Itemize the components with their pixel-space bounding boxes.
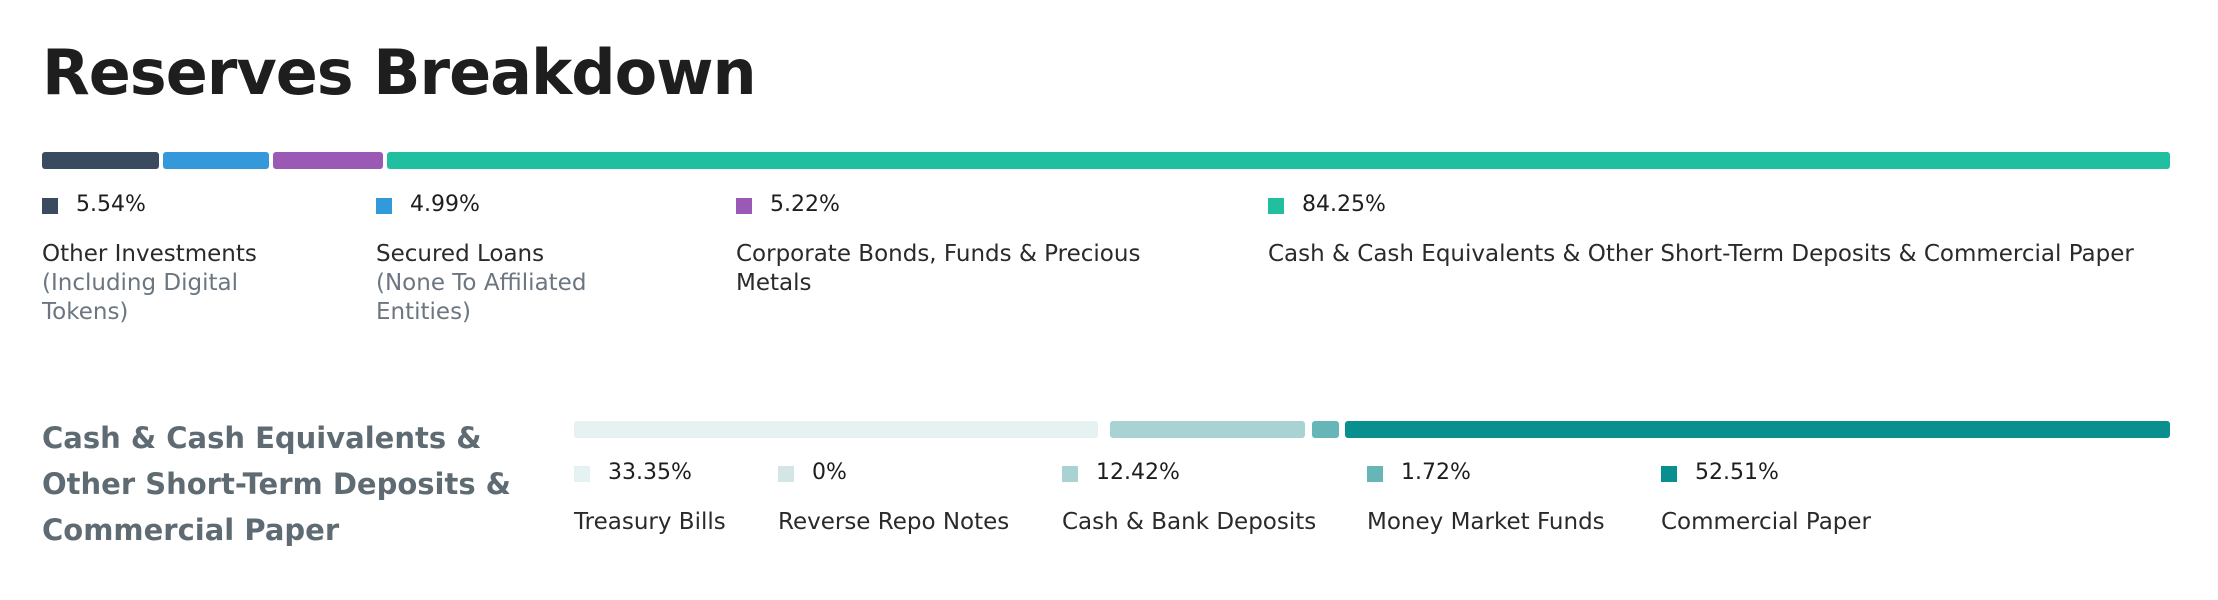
legend-label-text: Corporate Bonds, Funds & Precious Metals	[736, 241, 1141, 296]
page-title: Reserves Breakdown	[42, 36, 757, 109]
legend-label-text: Reverse Repo Notes	[778, 509, 1010, 535]
legend-label-text: Commercial Paper	[1661, 509, 1872, 535]
legend-label: Treasury Bills	[574, 508, 774, 537]
legend-swatch	[376, 198, 392, 214]
legend-label: Other Investments (Including Digital Toke…	[42, 240, 292, 327]
legend-percentage: 1.72%	[1401, 460, 1471, 485]
legend-label-text: Secured Loans	[376, 241, 545, 267]
bar-segment-1	[163, 152, 269, 169]
legend-sublabel: (Including Digital Tokens)	[42, 270, 239, 325]
bar-segment-3	[387, 152, 2170, 169]
legend-percentage: 33.35%	[608, 460, 692, 485]
legend-swatch	[778, 466, 794, 482]
bar-segment-2	[1110, 421, 1306, 438]
legend-percentage: 52.51%	[1695, 460, 1779, 485]
legend-label: Money Market Funds	[1367, 508, 1637, 537]
legend-swatch	[1661, 466, 1677, 482]
legend-swatch	[1062, 466, 1078, 482]
legend-swatch	[1367, 466, 1383, 482]
bar-segment-2	[272, 152, 384, 169]
legend-swatch	[42, 198, 58, 214]
legend-label: Cash & Cash Equivalents & Other Short-Te…	[1268, 240, 2148, 269]
legend-sublabel: (None To Affiliated Entities)	[376, 270, 587, 325]
bar-segment-0	[574, 421, 1099, 438]
bar-segment-4	[1344, 421, 2170, 438]
legend-label: Secured Loans (None To Affiliated Entitie…	[376, 240, 626, 327]
legend-swatch	[736, 198, 752, 214]
bar-segment-0	[42, 152, 160, 169]
legend-swatch	[574, 466, 590, 482]
legend-label: Reverse Repo Notes	[778, 508, 1038, 537]
legend-label: Corporate Bonds, Funds & Precious Metals	[736, 240, 1196, 298]
legend-swatch	[1268, 198, 1284, 214]
legend-percentage: 0%	[812, 460, 847, 485]
legend-label: Commercial Paper	[1661, 508, 1901, 537]
legend-percentage: 84.25%	[1302, 192, 1386, 217]
legend-label-text: Money Market Funds	[1367, 509, 1605, 535]
sub-breakdown-title: Cash & Cash Equivalents & Other Short-Te…	[42, 421, 511, 547]
legend-percentage: 12.42%	[1096, 460, 1180, 485]
legend-label-text: Cash & Cash Equivalents & Other Short-Te…	[1268, 241, 2134, 267]
bar-segment-3	[1311, 421, 1339, 438]
legend-percentage: 5.22%	[770, 192, 840, 217]
legend-label: Cash & Bank Deposits	[1062, 508, 1352, 537]
legend-percentage: 5.54%	[76, 192, 146, 217]
legend-percentage: 4.99%	[410, 192, 480, 217]
legend-label-text: Cash & Bank Deposits	[1062, 509, 1317, 535]
legend-label-text: Other Investments	[42, 241, 257, 267]
legend-label-text: Treasury Bills	[574, 509, 726, 535]
